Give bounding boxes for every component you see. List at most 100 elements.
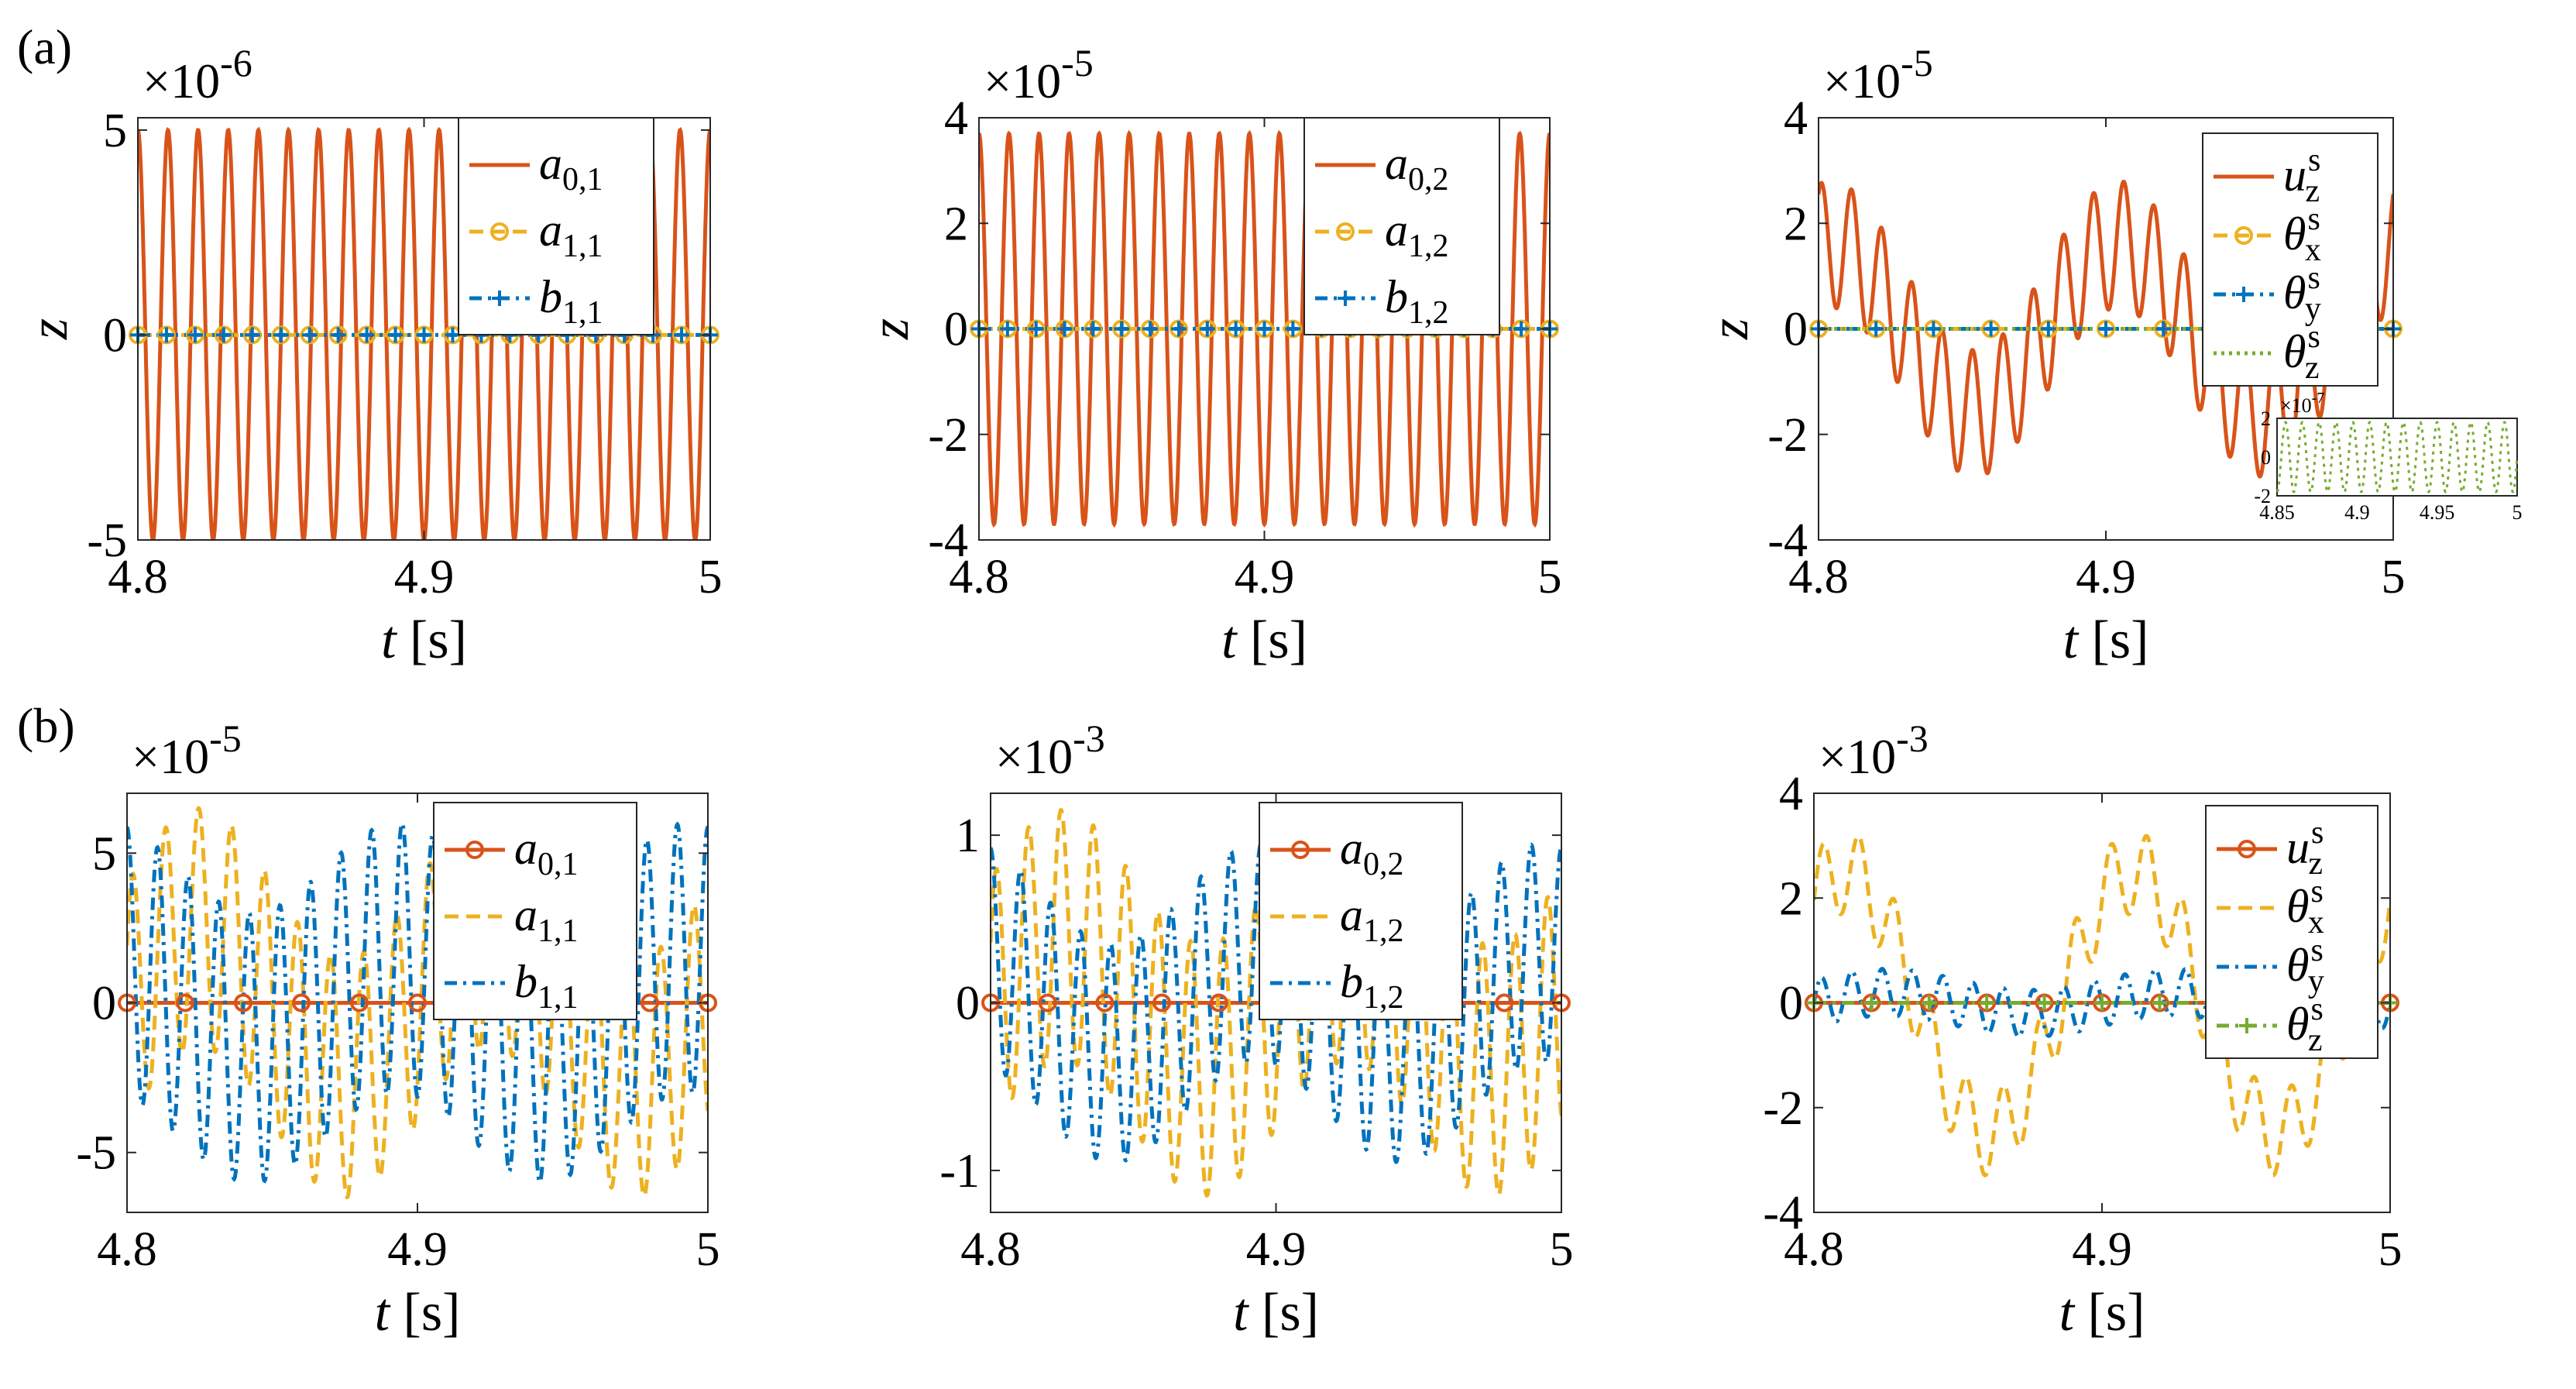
- x-axis-label: t [s]: [375, 1283, 461, 1343]
- legend-label: a1,1: [539, 205, 603, 264]
- y-tick-label: -5: [87, 514, 127, 567]
- series-marker: [301, 327, 318, 343]
- chart-b2: 4.8 4.9 5 -1 0 1 ×10-3 t [s] a0,2 a1,2 b1,2: [939, 717, 1573, 1343]
- legend-marker: [492, 291, 507, 306]
- series-marker: [1114, 321, 1130, 337]
- series-marker: [2036, 995, 2052, 1011]
- axis-exponent: ×10-5: [984, 41, 1094, 108]
- y-tick-label: 0: [92, 978, 116, 1030]
- x-tick-label: 5: [699, 551, 723, 603]
- y-tick-label: 5: [92, 827, 116, 880]
- inset-x-tick-label: 4.9: [2344, 501, 2370, 524]
- series-marker: [1228, 321, 1244, 337]
- inset-x-tick-label: 4.95: [2420, 501, 2455, 524]
- y-tick-label: -2: [1763, 1082, 1803, 1135]
- axis-exponent: ×10-5: [132, 717, 242, 784]
- y-tick-label: -1: [939, 1145, 980, 1198]
- series-marker: [1921, 995, 1937, 1011]
- series-marker: [999, 321, 1015, 337]
- axis-exponent: ×10-6: [143, 41, 252, 108]
- x-tick-label: 5: [2382, 551, 2406, 603]
- legend-label: a0,1: [514, 823, 579, 882]
- series-marker: [1868, 321, 1884, 337]
- legend-label: a1,2: [1340, 889, 1404, 949]
- series-marker: [359, 327, 375, 343]
- y-tick-label: 0: [1779, 978, 1803, 1030]
- y-tick-label: 2: [1779, 872, 1803, 925]
- legend-label: a1,2: [1385, 205, 1449, 264]
- inset-series-line: [2275, 421, 2519, 493]
- series-marker: [1495, 993, 1514, 1013]
- panel-label-b: (b): [17, 698, 75, 753]
- inset-y-tick-label: -2: [2254, 485, 2271, 507]
- inset-box: [2276, 418, 2518, 497]
- series-marker: [416, 327, 432, 343]
- series-marker: [2152, 995, 2168, 1011]
- series-marker: [292, 993, 311, 1013]
- series-marker: [1152, 993, 1172, 1013]
- chart-b1: 4.8 4.9 5 -5 0 5 ×10-5 t [s] a0,1 a1,1 b1,1: [76, 717, 720, 1343]
- legend-label: θs y: [2286, 933, 2324, 999]
- series-line-u-z: [1819, 180, 2393, 479]
- series-line-θ-x: [1814, 834, 2390, 1178]
- x-tick-label: 4.8: [949, 551, 1009, 603]
- series-marker: [1863, 995, 1880, 1011]
- y-tick-label: -4: [928, 514, 968, 567]
- series-marker: [1199, 321, 1215, 337]
- inset-x-tick-label: 4.85: [2259, 501, 2295, 524]
- series-marker: [1085, 321, 1101, 337]
- series-marker: [1983, 321, 1999, 337]
- legend: a0,2 a1,2 b1,2: [1259, 802, 1463, 1020]
- series-marker: [234, 993, 252, 1013]
- series-line-b-1,1: [127, 820, 708, 1185]
- y-tick-label: -2: [1767, 409, 1808, 462]
- x-tick-label: 4.8: [108, 551, 168, 603]
- series-marker: [1979, 995, 1995, 1011]
- series-marker: [244, 327, 260, 343]
- series-line-a-1,2: [991, 807, 1561, 1198]
- series-marker: [330, 327, 346, 343]
- x-tick-label: 5: [696, 1223, 720, 1276]
- legend-label: θs y: [2283, 260, 2321, 327]
- series-marker: [1038, 993, 1057, 1013]
- y-axis-label: z: [860, 318, 920, 340]
- legend-label: us z: [2286, 815, 2324, 882]
- legend: a0,1 a1,1 b1,1: [433, 802, 637, 1020]
- legend-label: b1,1: [514, 956, 579, 1016]
- inset-y-tick-label: 2: [2261, 407, 2271, 430]
- y-tick-label: -2: [928, 409, 968, 462]
- x-axis-label: t [s]: [2063, 610, 2149, 670]
- inset-y-tick-label: 0: [2261, 446, 2271, 469]
- x-tick-label: 4.8: [97, 1223, 157, 1276]
- series-marker: [1925, 321, 1942, 337]
- x-tick-label: 4.8: [1784, 1223, 1844, 1276]
- x-tick-label: 4.9: [1246, 1223, 1307, 1276]
- y-tick-label: 0: [1784, 304, 1808, 356]
- y-tick-label: 0: [944, 304, 968, 356]
- series-marker: [1028, 321, 1044, 337]
- y-axis-label: z: [1700, 318, 1760, 340]
- series-marker: [1142, 321, 1159, 337]
- legend-marker: [465, 841, 484, 859]
- series-marker: [215, 327, 232, 343]
- series-marker: [158, 327, 174, 343]
- legend-label: a1,1: [514, 889, 579, 949]
- series-marker: [641, 993, 659, 1013]
- legend-label: us z: [2283, 143, 2320, 209]
- x-tick-label: 4.9: [2076, 551, 2136, 603]
- inset-chart: 4.85 4.9 4.95 5-202×10-7: [2254, 390, 2522, 524]
- series-marker: [1256, 321, 1273, 337]
- legend-label: θs z: [2283, 319, 2320, 386]
- legend-marker: [1338, 291, 1353, 306]
- legend-label: a0,1: [539, 138, 603, 198]
- x-tick-label: 4.9: [1235, 551, 1295, 603]
- series-marker: [187, 327, 203, 343]
- x-tick-label: 4.9: [2072, 1223, 2132, 1276]
- chart-a1: 4.8 4.9 5 -5 0 5 ×10-6 t [s] z a0,1 a1,1 b1,1: [19, 41, 723, 670]
- series-marker: [1513, 321, 1530, 337]
- legend: us zθs xθs yθs z: [2205, 805, 2379, 1059]
- series-marker: [387, 327, 404, 343]
- series-marker: [2040, 321, 2056, 337]
- series-marker: [2098, 321, 2114, 337]
- y-tick-label: 0: [103, 309, 127, 362]
